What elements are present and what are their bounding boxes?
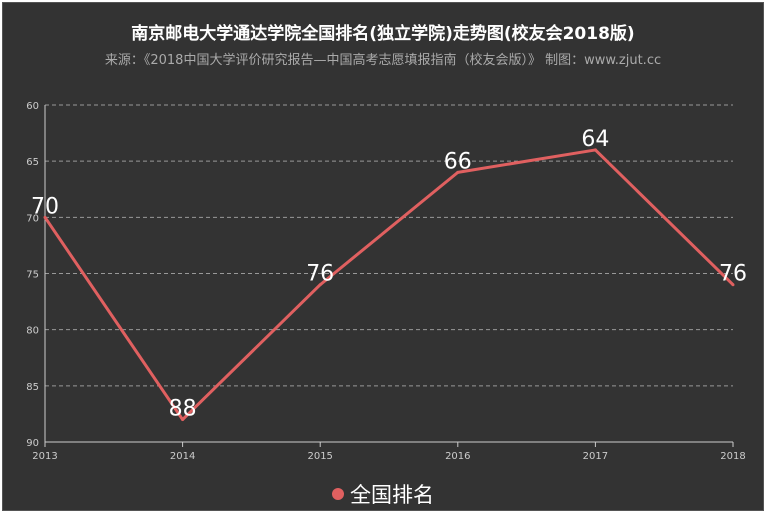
data-label: 76 [306, 262, 334, 287]
y-tick-label: 80 [26, 326, 39, 337]
y-tick-label: 60 [26, 101, 39, 112]
data-point [731, 283, 735, 287]
x-tick-label: 2018 [720, 451, 745, 462]
chart-subtitle: 来源：《2018中国大学评价研究报告—中国高考志愿填报指南（校友会版）》 制图：… [104, 53, 662, 68]
data-point [43, 215, 47, 219]
x-tick-label: 2015 [307, 451, 332, 462]
data-point [593, 148, 597, 152]
data-label: 76 [719, 262, 747, 287]
data-label: 66 [444, 149, 472, 174]
legend-label: 全国排名 [350, 483, 434, 507]
legend-marker-icon [332, 488, 344, 500]
chart-plot: 60 65 70 75 80 85 90 2013 2014 2015 2016 2017 2018 70… [26, 101, 747, 462]
y-tick-label: 90 [26, 438, 39, 449]
y-tick-label: 70 [26, 213, 39, 224]
legend[interactable]: 全国排名 [3, 479, 763, 509]
data-label: 70 [31, 194, 59, 219]
data-point [318, 283, 322, 287]
data-point [456, 170, 460, 174]
data-label: 88 [169, 397, 197, 422]
y-tick-label: 75 [26, 270, 39, 281]
x-tick-label: 2017 [583, 451, 608, 462]
y-tick-label: 85 [26, 382, 39, 393]
data-point [181, 418, 185, 422]
x-tick-label: 2016 [445, 451, 470, 462]
chart-title: 南京邮电大学通达学院全国排名(独立学院)走势图(校友会2018版) [131, 24, 635, 44]
x-tick-label: 2013 [32, 451, 57, 462]
data-label: 64 [581, 127, 609, 152]
x-tick-label: 2014 [170, 451, 195, 462]
series-line [43, 148, 735, 422]
y-tick-label: 65 [26, 157, 39, 168]
